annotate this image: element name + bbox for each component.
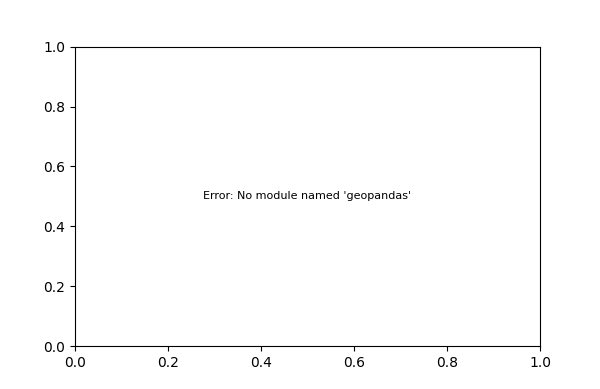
Text: Error: No module named 'geopandas': Error: No module named 'geopandas' [203,191,412,202]
